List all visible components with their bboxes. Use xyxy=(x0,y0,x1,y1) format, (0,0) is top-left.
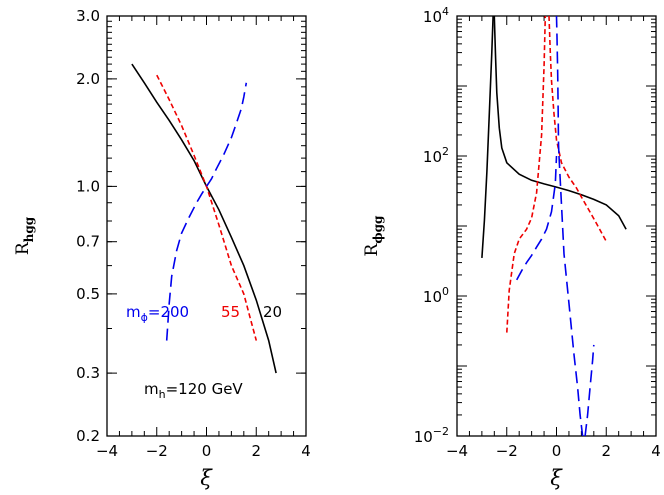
x-tick-label: 2 xyxy=(251,442,261,460)
y-tick-label: 104 xyxy=(423,5,449,26)
right-y-axis-label: Rϕgg xyxy=(362,215,385,257)
y-tick-label: 100 xyxy=(423,285,449,306)
annotation-20: 20 xyxy=(263,303,282,321)
left-plot-area: −4 −2 0 2 4 0.2 0.3 0.5 0.7 1.0 2.0 3.0 xyxy=(76,7,311,460)
series-line xyxy=(558,155,584,436)
y-tick-label: 2.0 xyxy=(76,70,100,88)
series-line xyxy=(165,82,248,341)
series-line xyxy=(515,155,558,281)
series-line xyxy=(156,74,258,341)
annotation-m-phi-200: mϕ=200 xyxy=(126,303,189,324)
x-tick-label: −2 xyxy=(496,442,518,460)
x-tick-label: 4 xyxy=(651,442,661,460)
y-tick-label: 10−2 xyxy=(414,425,449,446)
left-panel: −4 −2 0 2 4 0.2 0.3 0.5 0.7 1.0 2.0 3.0 ξ Rhgg mϕ=2… xyxy=(13,7,311,490)
y-tick-label: 0.7 xyxy=(76,233,100,251)
series-line xyxy=(131,63,277,374)
right-panel: −4 −2 0 2 4 10−2 100 102 104 ξ Rϕgg xyxy=(362,5,661,490)
y-tick-label: 0.3 xyxy=(76,364,100,382)
series-group xyxy=(481,16,627,436)
left-y-axis-label: Rhgg xyxy=(13,216,36,255)
x-tick-label: −4 xyxy=(446,442,468,460)
series-line xyxy=(506,16,547,333)
y-tick-label: 0.2 xyxy=(76,427,100,445)
x-tick-label: −2 xyxy=(146,442,168,460)
y-tick-label: 3.0 xyxy=(76,7,100,25)
right-plot-area: −4 −2 0 2 4 10−2 100 102 104 xyxy=(414,5,661,460)
x-tick-label: 0 xyxy=(202,442,212,460)
x-tick-label: 0 xyxy=(552,442,562,460)
x-tick-label: 4 xyxy=(301,442,311,460)
y-tick-label: 1.0 xyxy=(76,177,100,195)
series-line xyxy=(493,16,627,230)
series-line xyxy=(584,344,595,436)
series-line xyxy=(548,16,608,242)
right-x-axis-label: ξ xyxy=(550,466,563,490)
x-tick-label: 2 xyxy=(601,442,611,460)
y-tick-label: 0.5 xyxy=(76,285,100,303)
x-tick-label: −4 xyxy=(96,442,118,460)
annotation-mh-120-gev: mh=120 GeV xyxy=(144,380,243,401)
y-tick-label: 102 xyxy=(423,145,449,166)
annotation-55: 55 xyxy=(221,303,240,321)
plot-frame xyxy=(456,15,657,437)
series-group xyxy=(131,63,277,374)
series-line xyxy=(481,16,495,258)
left-x-axis-label: ξ xyxy=(200,466,213,490)
series-line xyxy=(555,16,560,157)
